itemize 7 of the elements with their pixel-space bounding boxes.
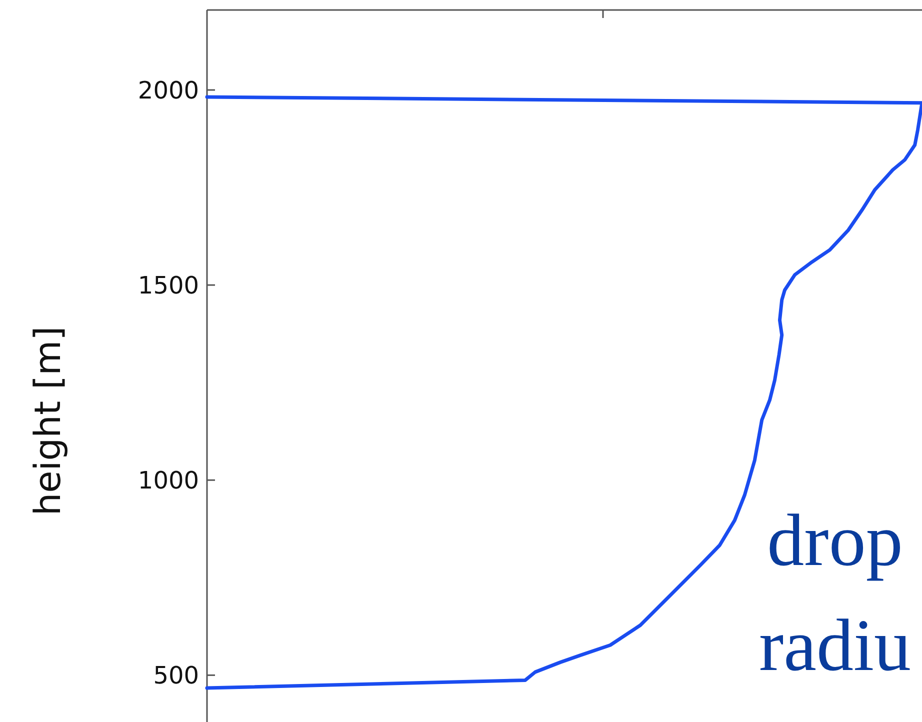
y-tick-label: 1000 — [138, 466, 199, 495]
y-tick-label: 1500 — [138, 271, 199, 300]
y-axis-title: height [m] — [28, 326, 69, 516]
y-tick-label: 2000 — [138, 76, 199, 104]
annotation: radiu — [758, 605, 912, 687]
y-tick-label: 500 — [153, 662, 199, 690]
annotation: drop — [767, 500, 903, 582]
